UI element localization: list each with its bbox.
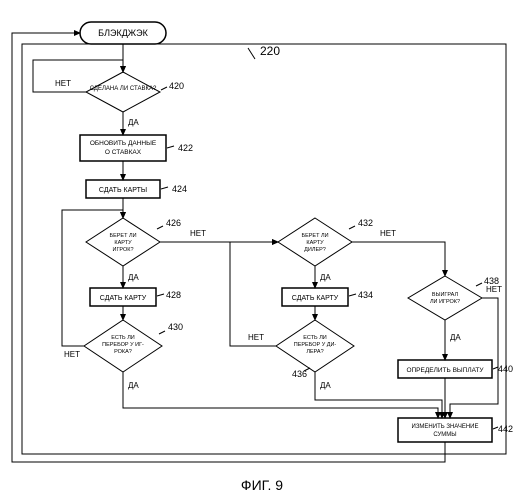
svg-text:БЛЭКДЖЭК: БЛЭКДЖЭК — [98, 28, 148, 38]
svg-text:428: 428 — [166, 290, 181, 300]
svg-text:ОПРЕДЕЛИТЬ ВЫПЛАТУ: ОПРЕДЕЛИТЬ ВЫПЛАТУ — [406, 367, 484, 374]
svg-text:БЕРЕТ ЛИ: БЕРЕТ ЛИ — [109, 233, 136, 239]
svg-text:КАРТУ: КАРТУ — [306, 240, 324, 246]
svg-text:ДА: ДА — [128, 381, 139, 390]
svg-text:ДИЛЕР?: ДИЛЕР? — [304, 247, 326, 253]
svg-text:ЕСТЬ ЛИ: ЕСТЬ ЛИ — [111, 335, 135, 341]
svg-text:СДАТЬ КАРТУ: СДАТЬ КАРТУ — [292, 295, 339, 302]
figure-number: 220 — [260, 44, 280, 58]
svg-text:НЕТ: НЕТ — [486, 285, 502, 294]
svg-text:ОБНОВИТЬ ДАННЫЕ: ОБНОВИТЬ ДАННЫЕ — [90, 140, 157, 147]
svg-text:ДА: ДА — [320, 273, 331, 282]
svg-text:ЛЕРА?: ЛЕРА? — [306, 349, 323, 355]
svg-text:442: 442 — [498, 424, 513, 434]
svg-text:НЕТ: НЕТ — [64, 350, 80, 359]
svg-text:ДА: ДА — [320, 381, 331, 390]
start-node: БЛЭКДЖЭК — [80, 22, 166, 44]
svg-text:432: 432 — [358, 218, 373, 228]
svg-text:КАРТУ: КАРТУ — [114, 240, 132, 246]
svg-text:НЕТ: НЕТ — [55, 79, 71, 88]
svg-text:ДА: ДА — [450, 333, 461, 342]
svg-text:424: 424 — [172, 184, 187, 194]
svg-text:434: 434 — [358, 290, 373, 300]
svg-text:НЕТ: НЕТ — [248, 333, 264, 342]
svg-text:420: 420 — [169, 81, 184, 91]
svg-text:СДАТЬ КАРТЫ: СДАТЬ КАРТЫ — [99, 187, 147, 194]
svg-text:ДА: ДА — [128, 118, 139, 127]
svg-text:НЕТ: НЕТ — [380, 229, 396, 238]
svg-text:422: 422 — [178, 143, 193, 153]
svg-text:ЛИ ИГРОК?: ЛИ ИГРОК? — [430, 299, 460, 305]
svg-text:О СТАВКАХ: О СТАВКАХ — [105, 149, 142, 156]
svg-text:440: 440 — [498, 364, 513, 374]
svg-text:СУММЫ: СУММЫ — [433, 432, 456, 438]
svg-text:СДАТЬ КАРТУ: СДАТЬ КАРТУ — [100, 295, 147, 302]
figure-caption: ФИГ. 9 — [241, 477, 283, 493]
svg-text:СДЕЛАНА ЛИ СТАВКА?: СДЕЛАНА ЛИ СТАВКА? — [90, 86, 157, 92]
svg-text:ДА: ДА — [128, 273, 139, 282]
svg-text:НЕТ: НЕТ — [190, 229, 206, 238]
svg-text:430: 430 — [168, 322, 183, 332]
svg-text:ЕСТЬ ЛИ: ЕСТЬ ЛИ — [303, 335, 327, 341]
svg-text:БЕРЕТ ЛИ: БЕРЕТ ЛИ — [301, 233, 328, 239]
svg-text:426: 426 — [166, 218, 181, 228]
svg-text:ПЕРЕБОР У ИГ-: ПЕРЕБОР У ИГ- — [102, 342, 144, 348]
svg-text:ИЗМЕНИТЬ ЗНАЧЕНИЕ: ИЗМЕНИТЬ ЗНАЧЕНИЕ — [412, 424, 479, 430]
flowchart: 220 БЛЭКДЖЭК СДЕЛАНА ЛИ СТАВКА? 420 ОБНО… — [0, 0, 524, 500]
svg-text:ВЫИГРАЛ: ВЫИГРАЛ — [432, 292, 459, 298]
svg-text:РОКА?: РОКА? — [114, 349, 132, 355]
svg-text:ИГРОК?: ИГРОК? — [112, 247, 133, 253]
svg-text:ПЕРЕБОР У ДИ-: ПЕРЕБОР У ДИ- — [294, 342, 337, 348]
